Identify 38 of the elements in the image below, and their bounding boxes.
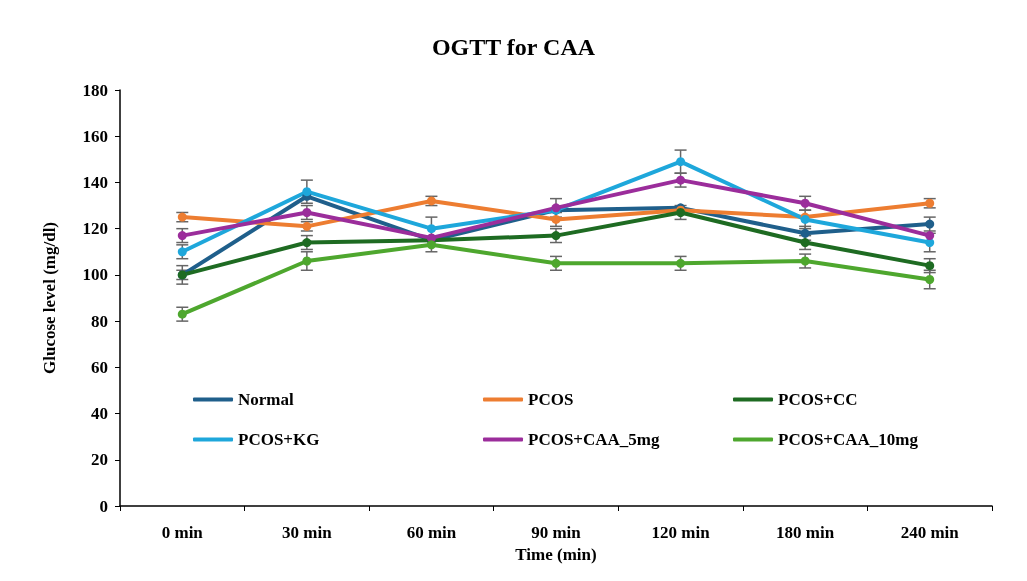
x-tick-label: 240 min: [900, 523, 960, 542]
y-tick-label: 160: [82, 126, 108, 146]
y-tick-label: 100: [82, 265, 108, 285]
point: [551, 258, 561, 268]
legend-label: PCOS+CAA_5mg: [528, 430, 661, 449]
legend-label: PCOS+KG: [238, 430, 320, 449]
x-tick-label: 60 min: [406, 523, 457, 542]
point: [925, 275, 935, 285]
y-tick-label: 40: [91, 404, 108, 424]
point: [426, 224, 436, 234]
y-tick-label: 120: [82, 219, 108, 239]
y-tick-label: 180: [82, 80, 108, 100]
y-tick-label: 60: [91, 357, 108, 377]
y-tick-label: 0: [99, 496, 108, 516]
x-tick-label: 30 min: [282, 523, 333, 542]
legend-label: PCOS+CAA_10mg: [778, 430, 919, 449]
point: [676, 157, 686, 167]
point: [800, 238, 810, 248]
y-tick-label: 80: [91, 311, 108, 331]
chart-title: OGTT for CAA: [431, 34, 596, 60]
point: [551, 214, 561, 224]
legend-label: PCOS+CC: [778, 390, 858, 409]
y-tick-label: 20: [91, 450, 108, 470]
point: [676, 258, 686, 268]
point: [925, 231, 935, 241]
legend-label: PCOS: [528, 390, 574, 409]
y-axis-title: Glucose level (mg/dl): [40, 221, 59, 375]
x-axis-title: Time (min): [515, 545, 597, 564]
x-tick-label: 0 min: [161, 523, 204, 542]
point: [925, 261, 935, 271]
x-tick-label: 90 min: [531, 523, 582, 542]
point: [302, 187, 312, 197]
point: [551, 231, 561, 241]
x-tick-label: 180 min: [776, 523, 835, 542]
legend-label: Normal: [238, 390, 294, 409]
x-tick-label: 120 min: [651, 523, 711, 542]
point: [302, 256, 312, 266]
y-tick-label: 140: [82, 172, 108, 192]
